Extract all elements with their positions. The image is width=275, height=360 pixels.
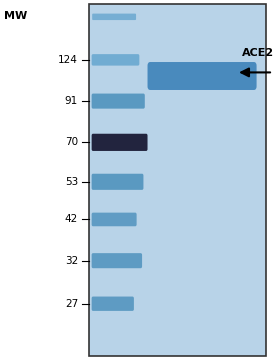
FancyBboxPatch shape — [92, 297, 134, 311]
FancyBboxPatch shape — [92, 14, 136, 20]
Text: 53: 53 — [65, 177, 78, 187]
Text: 70: 70 — [65, 138, 78, 147]
FancyBboxPatch shape — [92, 94, 145, 109]
FancyBboxPatch shape — [92, 253, 142, 268]
FancyBboxPatch shape — [92, 174, 144, 190]
FancyBboxPatch shape — [92, 213, 137, 226]
Text: 91: 91 — [65, 96, 78, 106]
FancyBboxPatch shape — [147, 62, 257, 90]
Text: ACE2: ACE2 — [242, 48, 274, 58]
Text: 124: 124 — [58, 55, 78, 65]
FancyBboxPatch shape — [92, 134, 147, 151]
Text: 32: 32 — [65, 256, 78, 266]
FancyBboxPatch shape — [92, 54, 139, 66]
Text: MW: MW — [4, 12, 27, 22]
FancyBboxPatch shape — [89, 4, 266, 356]
Text: 42: 42 — [65, 215, 78, 224]
Text: 27: 27 — [65, 299, 78, 309]
